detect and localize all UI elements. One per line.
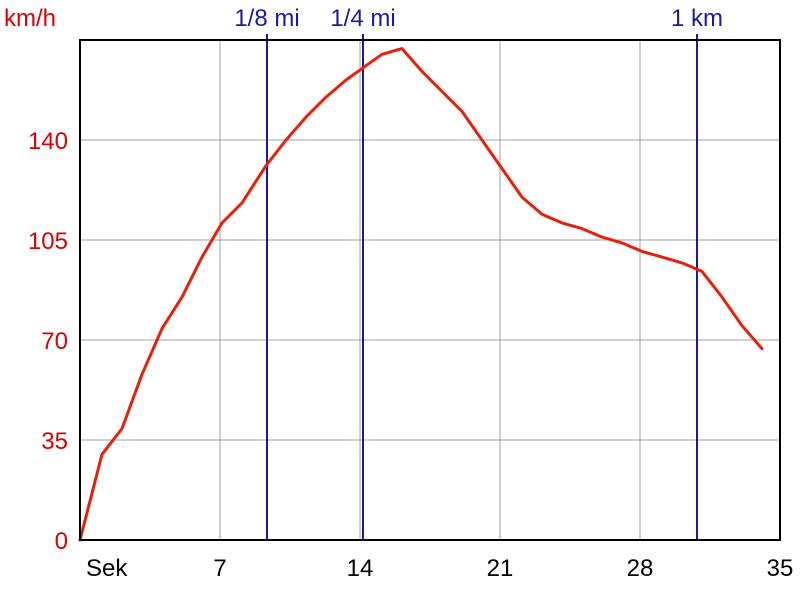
y-tick-label: 105: [28, 228, 68, 255]
y-tick-label: 35: [41, 428, 68, 455]
x-axis-label: Sek: [86, 555, 128, 582]
distance-marker-label: 1/8 mi: [234, 5, 299, 32]
y-tick-label: 140: [28, 128, 68, 155]
x-tick-label: 28: [627, 555, 654, 582]
y-tick-label: 70: [41, 328, 68, 355]
x-tick-label: 14: [347, 555, 374, 582]
x-tick-label: 21: [487, 555, 514, 582]
y-tick-label: 0: [55, 528, 68, 555]
distance-markers: 1/8 mi 1/4 mi 1 km: [234, 5, 723, 540]
x-tick-labels: 7 14 21 28 35: [213, 555, 793, 582]
x-tick-label: 35: [767, 555, 794, 582]
distance-marker-label: 1/4 mi: [330, 5, 395, 32]
y-axis-label: km/h: [4, 5, 56, 32]
speed-series-line: [78, 47, 764, 542]
y-tick-labels: 0 35 70 105 140: [28, 128, 68, 555]
grid-lines: [80, 40, 780, 540]
plot-frame: [79, 39, 781, 541]
series-layer: [78, 47, 764, 542]
distance-marker-label: 1 km: [671, 5, 723, 32]
x-tick-label: 7: [213, 555, 226, 582]
